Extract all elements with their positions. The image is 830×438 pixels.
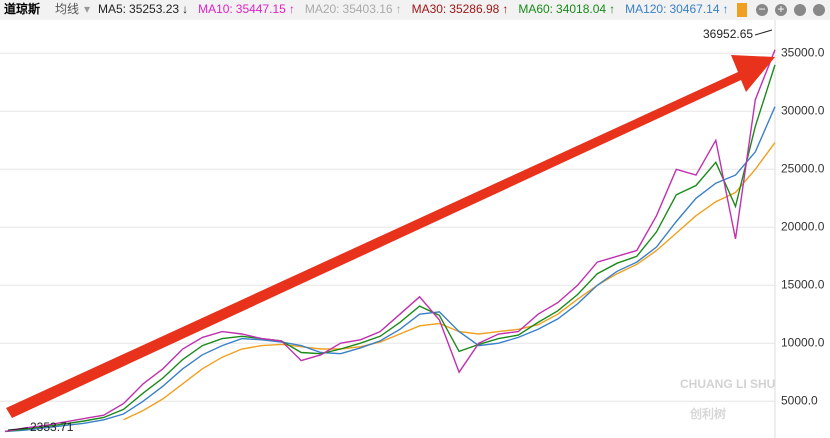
legend-value: 35286.98 (449, 2, 499, 16)
toolbar (0, 0, 830, 20)
legend-label: MA5: (98, 2, 126, 16)
legend-value: 35447.15 (236, 2, 286, 16)
legend-value: 30467.14 (669, 2, 719, 16)
plot-area: 5000.0 10000.0 15000.0 20000.0 25000.0 30000.… (0, 20, 825, 438)
toolbar-icons (756, 4, 825, 16)
legend-label: MA20: (305, 2, 340, 16)
y-tick-label: 10000.0 (781, 335, 825, 349)
annotation: 36952.65 (703, 27, 753, 41)
legend-label: MA120: (625, 2, 666, 16)
settings-tab[interactable] (737, 3, 747, 17)
legend-value: 35403.16 (343, 2, 393, 16)
legend-arrow: ↑ (609, 2, 615, 16)
y-tick-label: 30000.0 (781, 103, 825, 117)
legend-arrow: ↑ (723, 2, 729, 16)
mode-label[interactable]: 均线 (55, 2, 79, 16)
settings[interactable] (794, 4, 806, 16)
mode-caret: ▾ (84, 2, 90, 16)
trend-arrow (6, 55, 775, 418)
legend-label: MA10: (198, 2, 233, 16)
y-tick-label: 35000.0 (781, 45, 825, 59)
icon: − (758, 2, 765, 16)
watermark-latin: CHUANG LI SHU (680, 377, 775, 391)
icon: + (777, 2, 784, 16)
legend-value: 34018.04 (556, 2, 606, 16)
options[interactable] (813, 4, 825, 16)
zoom-in[interactable] (775, 4, 787, 16)
y-tick-label: 15000.0 (781, 277, 825, 291)
legend-arrow: ↑ (289, 2, 295, 16)
zoom-out[interactable] (756, 4, 768, 16)
legend: MA5: 35253.23 ↓ MA10: 35447.15 ↑ MA20: 35403.16… (98, 2, 729, 16)
series-line (4, 49, 776, 433)
annotation-pointer (7, 427, 29, 431)
y-tick-label: 25000.0 (781, 161, 825, 175)
y-tick-label: 5000.0 (781, 393, 818, 407)
series-line (4, 106, 776, 433)
legend-label: MA60: (518, 2, 553, 16)
legend-arrow: ↓ (182, 2, 188, 16)
watermark-chinese: 创利树 (689, 406, 726, 421)
legend-arrow: ↑ (396, 2, 402, 16)
series-line (4, 64, 776, 433)
legend-arrow: ↑ (502, 2, 508, 16)
annotation-pointer (754, 29, 773, 36)
y-tick-label: 20000.0 (781, 219, 825, 233)
chart-title: 道琼斯 (4, 1, 40, 16)
series-line (123, 142, 776, 421)
legend-label: MA30: (412, 2, 447, 16)
annotation: 2353.71 (30, 420, 74, 434)
legend-value: 35253.23 (129, 2, 179, 16)
